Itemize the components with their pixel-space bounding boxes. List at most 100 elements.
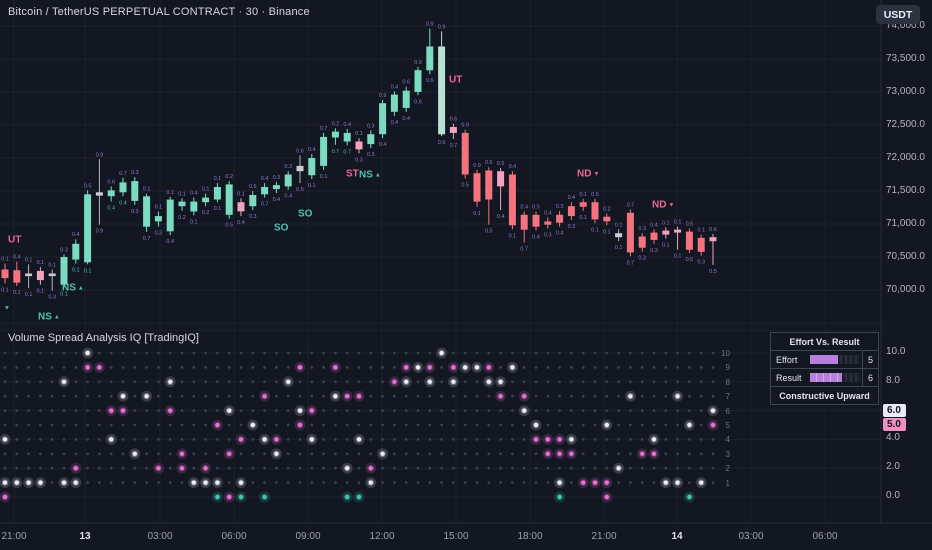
- svg-text:0.5: 0.5: [686, 222, 694, 228]
- svg-text:0.3: 0.3: [650, 248, 658, 254]
- svg-text:0.4: 0.4: [568, 195, 576, 201]
- svg-text:0.7: 0.7: [343, 150, 351, 156]
- svg-text:0.7: 0.7: [320, 126, 328, 132]
- svg-text:0.1: 0.1: [662, 220, 670, 226]
- svg-text:0.3: 0.3: [284, 164, 292, 170]
- svg-text:0.3: 0.3: [568, 224, 576, 230]
- svg-text:0.4: 0.4: [509, 164, 517, 170]
- svg-text:0.6: 0.6: [107, 179, 115, 185]
- svg-text:0.3: 0.3: [273, 175, 281, 181]
- price-axis-label: 73,000.0: [886, 86, 925, 97]
- svg-text:0.5: 0.5: [84, 183, 92, 189]
- svg-text:0.6: 0.6: [485, 160, 493, 166]
- svg-text:0.3: 0.3: [355, 157, 363, 163]
- svg-text:0.9: 0.9: [379, 93, 387, 99]
- price-axis-label: 71,500.0: [886, 185, 925, 196]
- indicator-legend[interactable]: Volume Spread Analysis IQ [TradingIQ]: [8, 332, 199, 344]
- svg-text:0.5: 0.5: [225, 223, 233, 229]
- svg-text:0.2: 0.2: [603, 206, 611, 212]
- price-axis-label: 72,000.0: [886, 152, 925, 163]
- vsa-signal-ut: UT: [449, 74, 463, 86]
- vsa-row-number: 7: [725, 392, 730, 402]
- price-axis-label: 74,000.0: [886, 20, 925, 31]
- svg-text:0.1: 0.1: [166, 190, 174, 196]
- svg-text:0.6: 0.6: [709, 227, 717, 233]
- svg-text:0.7: 0.7: [143, 236, 151, 242]
- result-row: Result 6: [771, 368, 878, 386]
- price-axis-label: 71,000.0: [886, 218, 925, 229]
- svg-text:0.1: 0.1: [190, 219, 198, 225]
- svg-text:0.4: 0.4: [107, 206, 115, 212]
- symbol-currency-button[interactable]: USDT: [876, 5, 920, 24]
- svg-text:0.1: 0.1: [37, 289, 45, 295]
- svg-text:0.1: 0.1: [674, 220, 682, 226]
- svg-text:0.1: 0.1: [25, 292, 33, 298]
- svg-text:0.4: 0.4: [119, 200, 127, 206]
- svg-text:0.5: 0.5: [709, 269, 717, 275]
- svg-text:0.5: 0.5: [296, 187, 304, 193]
- svg-text:0.1: 0.1: [674, 254, 682, 260]
- svg-text:0.3: 0.3: [131, 170, 139, 176]
- time-axis-label: 18:00: [517, 531, 543, 542]
- vsa-row-number: 5: [725, 421, 730, 430]
- svg-text:0.3: 0.3: [60, 247, 68, 253]
- indicator-axis-label: 4.0: [886, 432, 900, 444]
- svg-text:0.7: 0.7: [119, 171, 127, 177]
- svg-text:0.2: 0.2: [332, 121, 340, 127]
- vsa-signal-ns: NS ▲: [38, 311, 60, 323]
- svg-text:0.2: 0.2: [202, 210, 210, 216]
- svg-text:0.4: 0.4: [343, 122, 351, 128]
- svg-text:0.5: 0.5: [485, 229, 493, 235]
- svg-text:0.1: 0.1: [615, 245, 623, 251]
- svg-text:0.3: 0.3: [48, 295, 56, 301]
- svg-text:0.3: 0.3: [638, 256, 646, 262]
- svg-text:0.1: 0.1: [214, 176, 222, 182]
- effort-value: 5: [862, 351, 878, 368]
- svg-text:0.5: 0.5: [686, 257, 694, 263]
- vsa-row-number: 4: [725, 435, 730, 445]
- svg-text:0.3: 0.3: [367, 152, 375, 158]
- svg-text:0.4: 0.4: [308, 147, 316, 153]
- time-axis-label: 12:00: [369, 531, 395, 542]
- time-axis-label: 03:00: [738, 531, 764, 542]
- svg-text:0.2: 0.2: [225, 174, 233, 180]
- svg-text:0.1: 0.1: [72, 268, 80, 274]
- effort-result-verdict: Constructive Upward: [771, 386, 878, 404]
- svg-text:0.1: 0.1: [591, 227, 599, 233]
- svg-text:0.6: 0.6: [296, 148, 304, 154]
- vsa-row-number: 9: [725, 363, 730, 373]
- svg-text:0.9: 0.9: [461, 123, 469, 129]
- svg-text:0.9: 0.9: [96, 229, 104, 235]
- svg-text:0.1: 0.1: [214, 206, 222, 212]
- svg-text:0.1: 0.1: [13, 290, 21, 296]
- vsa-signal-ns: NS ▲: [359, 169, 381, 181]
- svg-text:0.4: 0.4: [190, 191, 198, 197]
- time-axis-label: 06:00: [812, 531, 838, 542]
- svg-text:0.7: 0.7: [520, 247, 528, 253]
- svg-text:0.1: 0.1: [84, 268, 92, 274]
- result-row-label: Result: [776, 372, 802, 383]
- svg-text:0.4: 0.4: [497, 214, 505, 220]
- svg-text:0.1: 0.1: [662, 243, 670, 249]
- vsa-signal-arrow: ▼: [4, 305, 10, 312]
- svg-text:0.9: 0.9: [438, 140, 446, 146]
- svg-text:0.4: 0.4: [402, 116, 410, 122]
- svg-text:0.7: 0.7: [627, 203, 635, 209]
- time-axis-label: 06:00: [221, 531, 247, 542]
- effort-result-table-header: Effort Vs. Result: [789, 336, 860, 347]
- time-axis-label: 14: [671, 531, 683, 542]
- svg-text:0.1: 0.1: [473, 211, 481, 217]
- svg-text:0.3: 0.3: [131, 209, 139, 215]
- svg-text:0.7: 0.7: [627, 260, 635, 266]
- svg-text:0.3: 0.3: [249, 214, 257, 220]
- svg-text:0.1: 0.1: [25, 257, 33, 263]
- vsa-row-number: 1: [725, 478, 730, 488]
- svg-text:0.1: 0.1: [155, 205, 163, 211]
- chart-legend[interactable]: Bitcoin / TetherUS PERPETUAL CONTRACT · …: [8, 6, 310, 18]
- effort-row: Effort 5: [771, 350, 878, 368]
- svg-text:0.4: 0.4: [261, 176, 269, 182]
- vsa-row-number: 8: [725, 377, 730, 387]
- svg-text:0.1: 0.1: [37, 260, 45, 266]
